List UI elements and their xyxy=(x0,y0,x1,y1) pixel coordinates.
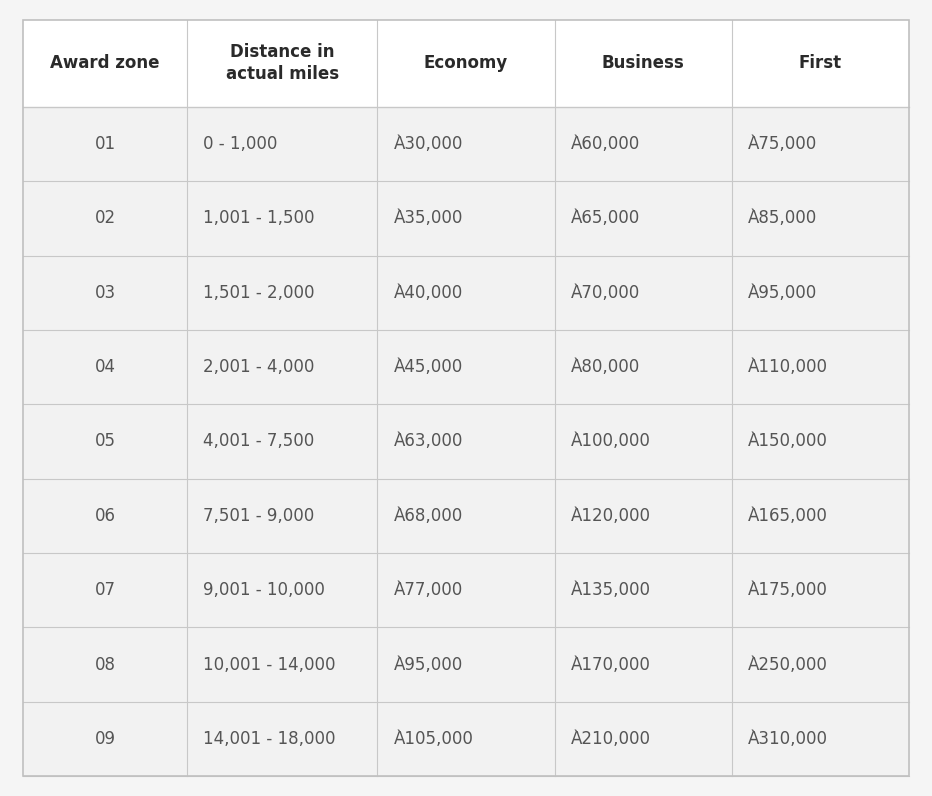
Text: À75,000: À75,000 xyxy=(747,135,816,153)
Text: À120,000: À120,000 xyxy=(570,507,651,525)
Text: À65,000: À65,000 xyxy=(570,209,639,228)
Text: 03: 03 xyxy=(95,283,116,302)
Text: À165,000: À165,000 xyxy=(747,507,828,525)
Text: 2,001 - 4,000: 2,001 - 4,000 xyxy=(203,358,314,377)
Bar xyxy=(23,553,909,627)
Text: À85,000: À85,000 xyxy=(747,209,816,228)
Text: 04: 04 xyxy=(95,358,116,377)
Text: 07: 07 xyxy=(95,581,116,599)
Text: À70,000: À70,000 xyxy=(570,283,639,302)
Text: 4,001 - 7,500: 4,001 - 7,500 xyxy=(203,432,314,451)
Text: À45,000: À45,000 xyxy=(393,358,462,377)
Text: À250,000: À250,000 xyxy=(747,656,828,673)
Text: 09: 09 xyxy=(95,730,116,748)
Text: 05: 05 xyxy=(95,432,116,451)
Text: À35,000: À35,000 xyxy=(393,209,463,228)
Text: First: First xyxy=(799,54,842,72)
Bar xyxy=(23,702,909,776)
Text: 01: 01 xyxy=(95,135,116,153)
Text: À95,000: À95,000 xyxy=(393,656,462,673)
Text: À60,000: À60,000 xyxy=(570,135,639,153)
Text: 06: 06 xyxy=(95,507,116,525)
Text: À150,000: À150,000 xyxy=(747,432,828,451)
Text: À310,000: À310,000 xyxy=(747,730,828,748)
Text: 9,001 - 10,000: 9,001 - 10,000 xyxy=(203,581,325,599)
Text: À210,000: À210,000 xyxy=(570,730,651,748)
Bar xyxy=(23,107,909,181)
Text: À80,000: À80,000 xyxy=(570,358,639,377)
Text: À77,000: À77,000 xyxy=(393,581,462,599)
Text: À63,000: À63,000 xyxy=(393,432,463,451)
Text: À135,000: À135,000 xyxy=(570,581,651,599)
Text: À175,000: À175,000 xyxy=(747,581,828,599)
Bar xyxy=(23,330,909,404)
Text: 02: 02 xyxy=(95,209,116,228)
Text: 14,001 - 18,000: 14,001 - 18,000 xyxy=(203,730,336,748)
Text: Award zone: Award zone xyxy=(50,54,160,72)
Bar xyxy=(23,478,909,553)
Text: À100,000: À100,000 xyxy=(570,432,651,451)
Text: 08: 08 xyxy=(95,656,116,673)
Text: Economy: Economy xyxy=(424,54,508,72)
Text: 1,001 - 1,500: 1,001 - 1,500 xyxy=(203,209,314,228)
Text: À68,000: À68,000 xyxy=(393,507,462,525)
Text: À95,000: À95,000 xyxy=(747,283,816,302)
Text: À40,000: À40,000 xyxy=(393,283,462,302)
Text: À105,000: À105,000 xyxy=(393,730,473,748)
Text: À30,000: À30,000 xyxy=(393,135,463,153)
Bar xyxy=(23,181,909,256)
Text: À110,000: À110,000 xyxy=(747,358,828,377)
Text: Distance in
actual miles: Distance in actual miles xyxy=(226,43,339,84)
Bar xyxy=(23,627,909,702)
Text: 7,501 - 9,000: 7,501 - 9,000 xyxy=(203,507,314,525)
Text: 1,501 - 2,000: 1,501 - 2,000 xyxy=(203,283,314,302)
Bar xyxy=(23,404,909,478)
Text: Business: Business xyxy=(602,54,684,72)
Text: À170,000: À170,000 xyxy=(570,656,651,673)
Bar xyxy=(23,256,909,330)
Bar xyxy=(23,20,909,107)
Text: 0 - 1,000: 0 - 1,000 xyxy=(203,135,278,153)
Text: 10,001 - 14,000: 10,001 - 14,000 xyxy=(203,656,336,673)
